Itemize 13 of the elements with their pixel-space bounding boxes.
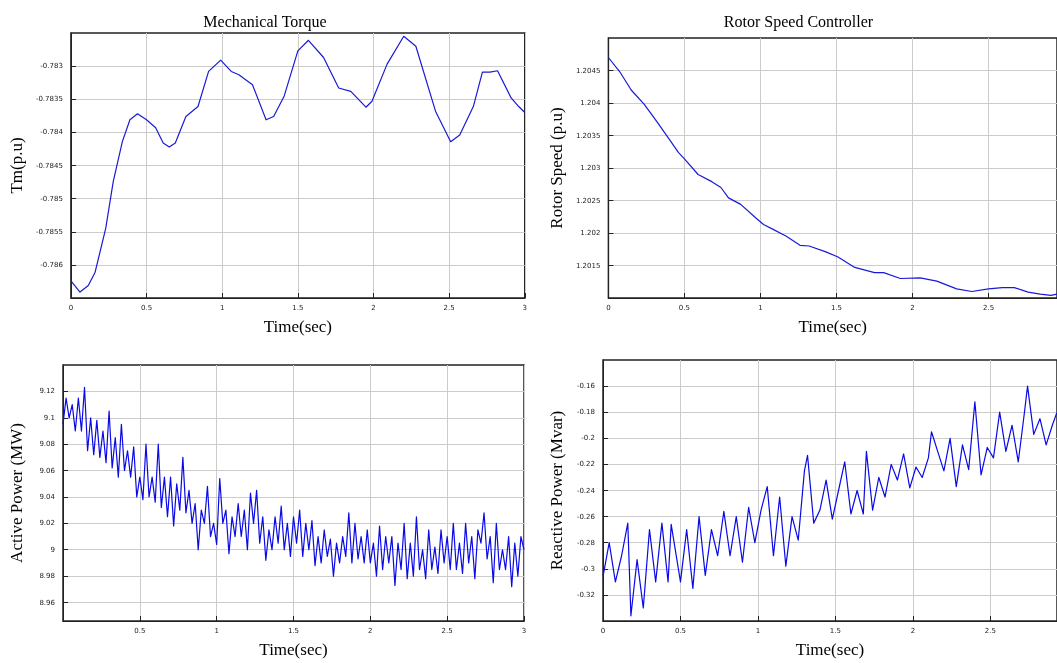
chart-title: Rotor Speed Controller <box>723 12 874 31</box>
y-axis-title: Rotor Speed (p.u) <box>547 107 566 229</box>
x-axis-title: Time(sec) <box>795 640 865 659</box>
y-axis-title: Tm(p.u) <box>7 137 26 194</box>
y-axis-title: Reactive Power (Mvar) <box>547 410 566 571</box>
x-axis-title: Time(sec) <box>263 317 332 336</box>
x-axis-title: Time(sec) <box>259 640 328 659</box>
line-series <box>602 385 1057 617</box>
x-axis-title: Time(sec) <box>798 317 867 336</box>
y-axis-title: Active Power (MW) <box>7 423 26 563</box>
line-series <box>62 386 525 588</box>
chart-title: Mechanical Torque <box>203 12 327 31</box>
line-series <box>70 35 526 293</box>
